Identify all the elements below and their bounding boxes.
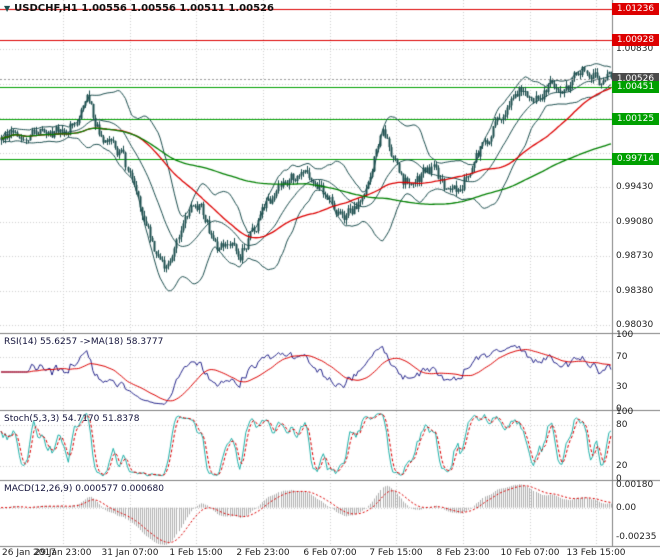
price-badge-resistance: 1.00928 <box>612 33 659 46</box>
time-axis-label: 7 Feb 15:00 <box>369 548 423 558</box>
price-axis-label: 0.98030 <box>616 320 654 331</box>
time-axis-label: 10 Feb 07:00 <box>500 548 560 558</box>
macd-axis-label: 0.00 <box>616 502 637 513</box>
stoch-axis-label: 100 <box>616 407 634 417</box>
stoch-axis-label: 0 <box>616 474 622 484</box>
rsi-axis-label: 100 <box>616 330 634 340</box>
chart-title: ▼ USDCHF,H1 1.00556 1.00556 1.00511 1.00… <box>4 3 274 14</box>
price-axis-label: 0.99080 <box>616 216 654 227</box>
price-axis-label: 0.98380 <box>616 285 654 296</box>
time-axis-label: 29 Jan 23:00 <box>34 548 92 558</box>
time-axis-label: 26 Jan 2017 <box>2 548 56 558</box>
macd-axis-label: -0.00235 <box>616 532 657 543</box>
rsi-axis-label: 30 <box>616 381 628 392</box>
time-axis-label: 2 Feb 23:00 <box>236 548 290 558</box>
rsi-axis-label: 0 <box>616 404 622 414</box>
time-axis-label: 13 Feb 15:00 <box>566 548 626 558</box>
chart-ohlc-title: USDCHF,H1 1.00556 1.00556 1.00511 1.0052… <box>14 3 274 14</box>
stoch-axis-label: 20 <box>616 460 628 471</box>
price-axis-label: 1.00830 <box>616 44 654 55</box>
macd-indicator-label: MACD(12,26,9) 0.000577 0.000680 <box>4 484 164 494</box>
price-badge-support: 1.00125 <box>612 112 659 125</box>
macd-axis-label: 0.00180 <box>616 480 654 491</box>
stoch-indicator-label: Stoch(5,3,3) 54.7170 51.8378 <box>4 414 140 424</box>
chart-symbol-icon: ▼ <box>4 3 11 13</box>
time-axis-label: 31 Jan 07:00 <box>101 548 159 558</box>
price-badge-support: 0.99714 <box>612 153 659 166</box>
price-axis-label: 0.98730 <box>616 251 654 262</box>
price-badge-support: 1.00451 <box>612 80 659 93</box>
time-axis-label: 6 Feb 07:00 <box>303 548 357 558</box>
rsi-axis-label: 70 <box>616 352 628 363</box>
stoch-axis-label: 80 <box>616 420 628 431</box>
time-axis-label: 8 Feb 23:00 <box>436 548 490 558</box>
rsi-indicator-label: RSI(14) 55.6257 ->MA(18) 58.3777 <box>4 337 164 347</box>
price-axis-label: 0.99430 <box>616 182 654 193</box>
time-axis-label: 1 Feb 15:00 <box>169 548 223 558</box>
price-badge-resistance: 1.01236 <box>612 3 659 16</box>
